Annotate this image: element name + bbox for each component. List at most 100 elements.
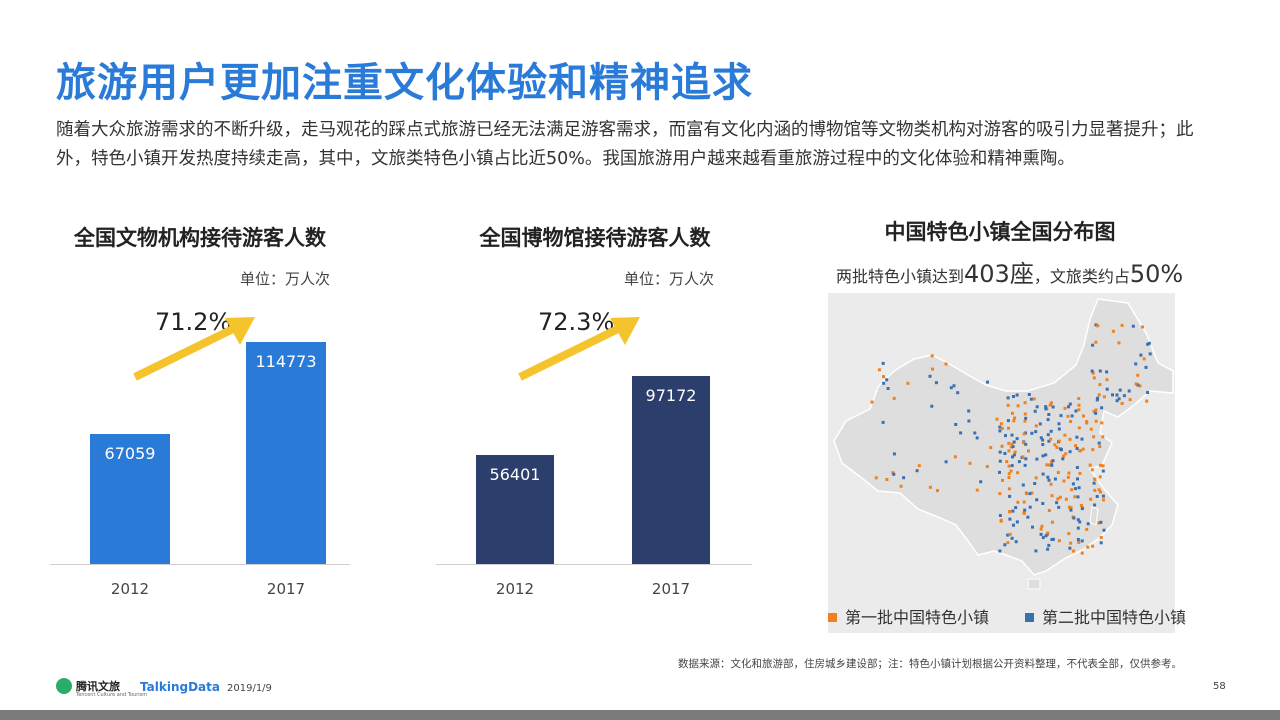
town-dot [1067, 505, 1071, 509]
town-dot [1024, 416, 1028, 420]
town-dot [1051, 459, 1055, 463]
town-dot [1026, 515, 1030, 519]
town-dot [1011, 445, 1015, 449]
growth-arrow-left [133, 317, 255, 381]
town-dot [1073, 495, 1077, 499]
town-dot [1005, 460, 1009, 464]
town-dot [1078, 471, 1082, 475]
town-dot [1096, 324, 1100, 328]
town-dot [1070, 414, 1074, 418]
town-dot [959, 431, 963, 435]
town-dot [1064, 497, 1068, 501]
town-dot [1025, 492, 1028, 496]
town-dot [979, 480, 983, 484]
town-dot [877, 368, 881, 372]
town-dot [1021, 455, 1025, 459]
town-dot [1136, 383, 1140, 387]
town-dot [1080, 507, 1084, 511]
town-dot [975, 488, 979, 492]
town-dot [973, 431, 977, 435]
town-dot [967, 409, 971, 413]
town-dot [1141, 325, 1144, 329]
town-dot [1145, 399, 1149, 403]
town-dot [1001, 478, 1004, 482]
town-dot [1006, 396, 1010, 400]
town-dot [1040, 524, 1044, 528]
bar-value-label: 56401 [489, 465, 541, 484]
town-dot [999, 519, 1003, 523]
town-dot [1010, 464, 1014, 468]
town-dot [1013, 416, 1017, 420]
town-dot [1094, 408, 1098, 412]
town-dot [1097, 521, 1101, 525]
town-dot [1044, 534, 1048, 538]
x-tick-label: 2017 [651, 580, 691, 598]
map-title: 中国特色小镇全国分布图 [884, 220, 1116, 244]
town-dot [1008, 532, 1012, 536]
town-dot [1035, 457, 1039, 461]
town-dot [1082, 414, 1085, 418]
town-dot [1044, 407, 1048, 411]
chart-baseline-left [50, 564, 350, 565]
town-dot [1047, 478, 1051, 482]
town-dot [1098, 463, 1102, 467]
town-dot [1057, 505, 1061, 509]
town-dot [874, 476, 878, 480]
town-dot [1072, 549, 1076, 553]
town-dot [1115, 399, 1119, 403]
town-dot [1075, 435, 1079, 439]
town-dot [953, 455, 957, 459]
town-dot [1099, 520, 1103, 524]
tencent-culture-tourism-logo: 腾讯文旅 Tencent Culture and Tourism [56, 678, 147, 698]
town-dot [986, 380, 989, 384]
town-dot [1091, 448, 1095, 452]
town-dot [1023, 508, 1027, 512]
town-dot [1080, 437, 1084, 441]
town-dot [949, 386, 953, 390]
town-dot [1074, 444, 1078, 448]
town-dot [1006, 533, 1010, 537]
town-dot [1006, 541, 1010, 545]
town-dot [1007, 449, 1011, 453]
town-dot [1095, 495, 1099, 498]
town-dot [956, 391, 960, 395]
x-tick-label: 2012 [110, 580, 150, 598]
town-dot [1027, 449, 1030, 453]
town-dot [998, 514, 1002, 517]
town-dot [899, 484, 903, 488]
bar-value-label: 97172 [645, 386, 697, 405]
town-dot [1016, 500, 1020, 504]
town-dot [1039, 527, 1043, 531]
town-dot [1038, 422, 1042, 426]
town-dot [1068, 450, 1072, 454]
town-dot [882, 375, 885, 379]
town-dot [1041, 454, 1045, 458]
town-dot [1006, 419, 1010, 423]
town-dot [1092, 409, 1096, 413]
town-dot [1035, 405, 1039, 409]
town-dot [1033, 482, 1037, 485]
town-dot [1080, 539, 1084, 543]
town-dot [944, 362, 948, 366]
town-dot [1031, 525, 1034, 529]
town-dot [881, 420, 885, 424]
town-dot [1102, 528, 1106, 532]
town-dot [1139, 353, 1143, 357]
bar-2012: 67059 [90, 434, 170, 564]
town-dot [1138, 384, 1142, 388]
town-dot [1063, 433, 1067, 437]
town-dot [1050, 463, 1054, 467]
town-dot [1030, 431, 1034, 435]
town-dot [1088, 463, 1092, 467]
town-dot [1024, 442, 1028, 446]
town-dot [967, 419, 971, 423]
town-dot [1022, 432, 1026, 436]
tencent-logo-icon [56, 678, 72, 694]
town-dot [1046, 531, 1050, 535]
town-dot [1097, 488, 1101, 492]
town-dot [1078, 449, 1082, 453]
town-dot [1046, 475, 1050, 479]
town-dot [1039, 532, 1043, 536]
legend-label-first-batch: 第一批中国特色小镇 [845, 608, 990, 627]
town-dot [1058, 447, 1062, 451]
